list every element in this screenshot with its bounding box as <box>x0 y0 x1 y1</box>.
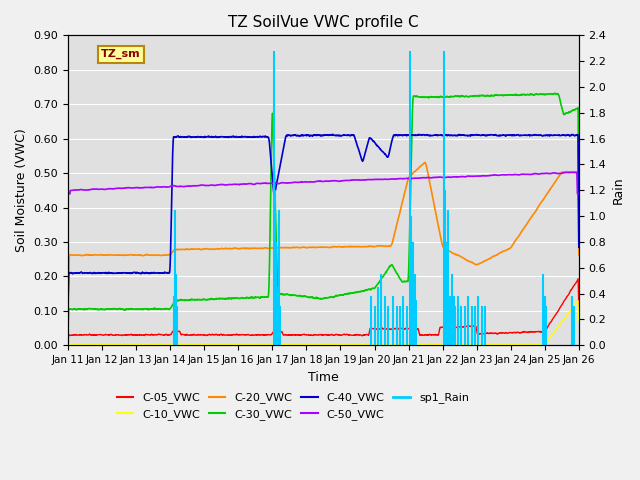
X-axis label: Time: Time <box>308 371 339 384</box>
Legend: C-05_VWC, C-10_VWC, C-20_VWC, C-30_VWC, C-40_VWC, C-50_VWC, sp1_Rain: C-05_VWC, C-10_VWC, C-20_VWC, C-30_VWC, … <box>112 388 474 424</box>
Y-axis label: Soil Moisture (VWC): Soil Moisture (VWC) <box>15 129 28 252</box>
Text: TZ_sm: TZ_sm <box>101 49 141 60</box>
Y-axis label: Rain: Rain <box>612 177 625 204</box>
Title: TZ SoilVue VWC profile C: TZ SoilVue VWC profile C <box>228 15 419 30</box>
